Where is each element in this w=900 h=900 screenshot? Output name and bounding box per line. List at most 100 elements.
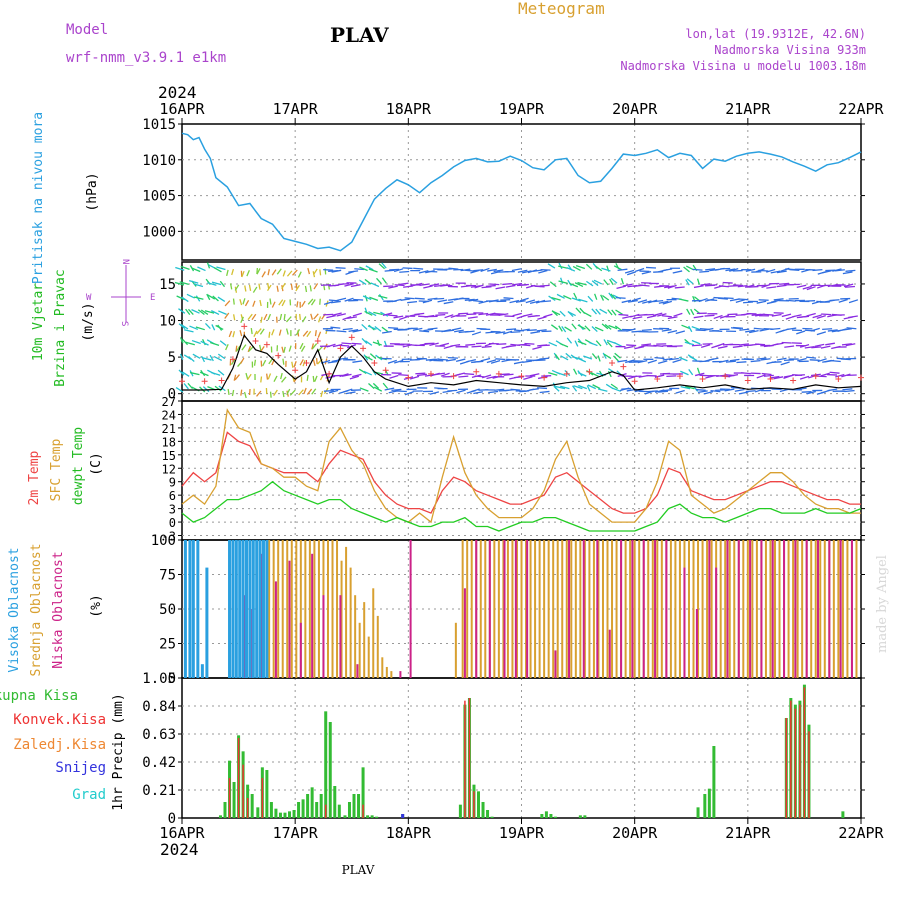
wind-barb [247,313,253,321]
wind-barb [259,299,262,307]
wind-barb [307,298,314,305]
mid-cloud-bar [313,540,316,678]
mid-cloud-bar [461,540,464,678]
wind-barb [326,343,336,348]
wind-barb [766,286,777,289]
wind-barb [429,283,440,287]
x-tick-label-top: 17APR [273,100,319,118]
wind-barb [827,388,838,392]
mid-cloud-bar [697,540,700,678]
wind-barb [248,284,252,291]
wind-barb [611,309,617,316]
mid-cloud-bar [506,540,509,678]
wind-barb [298,389,304,396]
wind-barb [840,358,851,361]
wind-barb [271,301,276,308]
wind-barb [600,294,605,301]
wind-barb [560,355,569,361]
wind-barb [435,372,446,376]
wind-barb [624,345,634,349]
wind-barb [537,316,547,320]
wind-barb [625,359,635,364]
mid-cloud-bar [692,540,695,678]
y-tick-label: 18 [162,435,176,449]
wind-barb [313,268,318,275]
high-cloud-bar [261,540,265,678]
mid-cloud-bar [295,540,298,678]
wind-barb [715,342,725,348]
wind-barb [680,385,691,390]
total-precip-bar [319,794,323,818]
wind-barb [285,316,292,323]
mid-cloud-bar [454,622,457,678]
wind-barb [661,315,672,318]
low-cloud-bar [339,595,342,678]
wind-barb [311,343,318,350]
mid-cloud-bar [810,540,813,678]
wind-barb [628,299,638,303]
wind-barb [382,382,389,389]
total-precip-bar [333,786,337,818]
total-precip-bar [288,811,292,818]
wind-barb [398,282,409,286]
wind-barb [692,268,703,271]
wind-barb [219,340,227,346]
wind-barb [251,313,257,321]
mid-cloud-bar [372,588,375,678]
wind-barb [473,391,484,395]
wind-barb [801,391,812,393]
wind-barb [263,313,268,321]
low-cloud-bar [274,581,277,678]
wind-barb [419,330,430,333]
wind-barb [622,283,633,287]
wind-barb [817,358,827,363]
mid-cloud-bar [290,540,293,678]
wind-barb [259,328,265,335]
wind-barb [715,389,726,392]
wind-barb [184,329,194,333]
wind-barb [429,358,440,362]
wind-barb [256,328,262,335]
temp-unit: (C) [89,452,104,475]
mid-cloud-bar [592,540,595,678]
wind-barb [234,374,240,381]
wind-barb [207,282,217,286]
wind-gust-mark [699,376,706,383]
high-cloud-bar [241,540,245,678]
mid-cloud-bar [277,540,280,678]
wind-barb [732,326,743,329]
wind-barb [558,262,563,270]
wind-barb [381,330,392,334]
wind-barb [488,390,499,394]
wind-barb [786,327,797,331]
total-precip-bar [486,810,490,818]
wind-barb [564,370,571,377]
wind-barb [191,309,200,314]
wind-barb [253,330,258,338]
mid-cloud-bar [724,540,727,678]
y-tick-label: 15 [162,449,176,463]
wind-unit: (m/s) [81,302,96,341]
y-tick-label: 0.21 [142,783,176,799]
wind-barb [519,297,529,302]
wind-barb [185,308,191,315]
wind-barb [806,356,817,359]
low-cloud-bar [805,540,808,678]
wind-barb [675,330,686,335]
y-tick-label: 0.63 [142,727,176,743]
wind-barb [657,313,667,317]
wind-barb [573,385,583,390]
wind-barb [821,270,832,274]
wind-barb [735,299,745,304]
wind-barb [691,339,701,345]
wind-barb [295,284,300,292]
wind-barb [547,263,556,269]
wind-barb [829,371,840,374]
mid-cloud-bar [733,540,736,678]
mid-cloud-bar [606,540,609,678]
wind-barb [373,386,383,392]
wind-barb [285,328,289,335]
mid-cloud-bar [706,540,709,678]
convective-precip-bar [790,700,792,818]
wind-barb [391,298,402,303]
